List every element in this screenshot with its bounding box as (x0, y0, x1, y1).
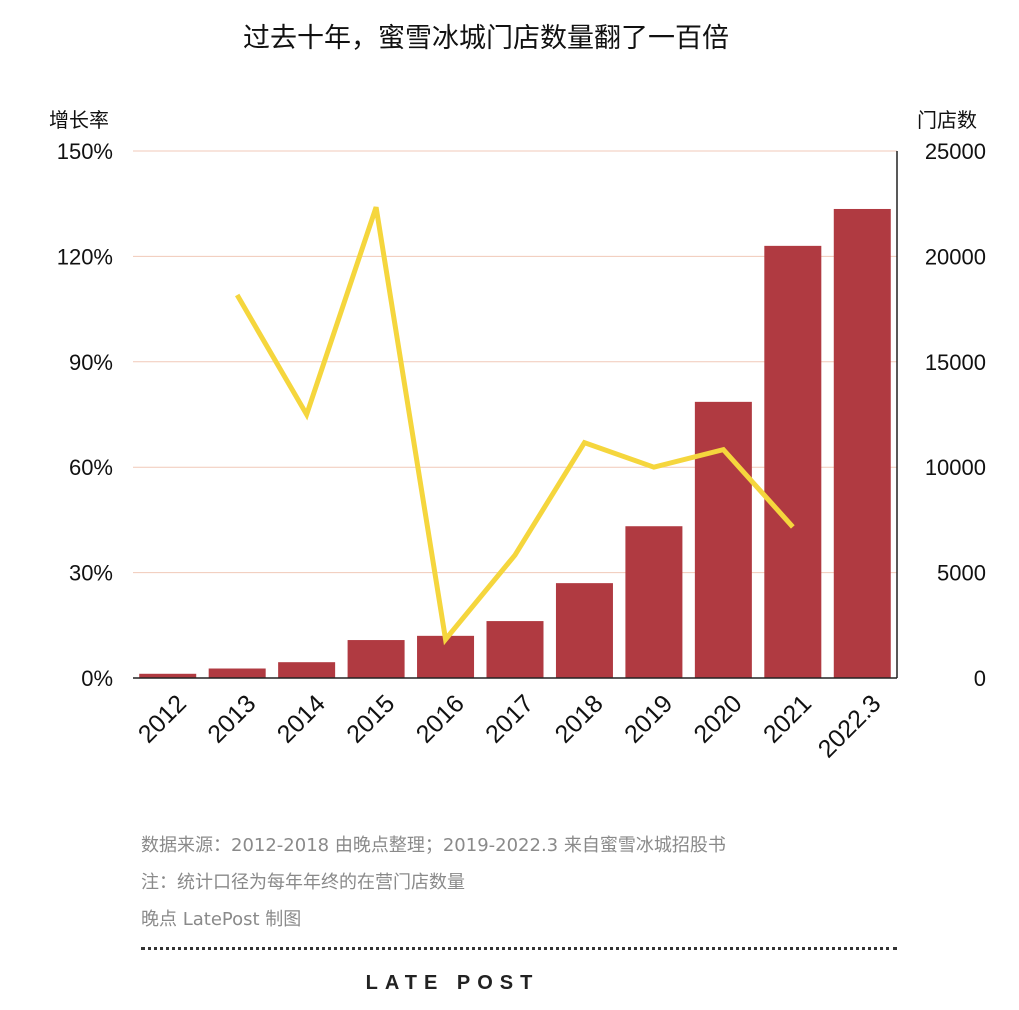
y-right-tick-label: 15000 (925, 350, 986, 375)
x-tick-label: 2015 (341, 689, 400, 748)
bar-2013 (208, 668, 266, 678)
chart-title: 过去十年，蜜雪冰城门店数量翻了一百倍 (243, 23, 729, 54)
x-tick-label: 2020 (688, 689, 747, 748)
y-right-tick-label: 10000 (925, 455, 986, 480)
bar-2018 (555, 583, 613, 678)
x-tick-label: 2013 (202, 689, 261, 748)
x-tick-label: 2022.3 (813, 689, 887, 763)
y-left-tick-label: 150% (57, 139, 113, 164)
x-tick-label: 2021 (758, 689, 817, 748)
bar-2017 (486, 621, 544, 678)
bar-2021 (764, 245, 822, 679)
y-left-tick-label: 120% (57, 244, 113, 269)
y-left-tick-label: 0% (81, 666, 113, 691)
bar-2012 (139, 673, 197, 678)
x-tick-label: 2019 (619, 689, 678, 748)
bar-series-store-count (139, 208, 891, 679)
latepost-logo: LATE POST (365, 972, 540, 994)
dotted-divider (141, 947, 897, 950)
combo-chart: 0% 0 30% 5000 60% 10000 90% 15000 120% 20000 150% 2… (57, 139, 986, 763)
bar-2014 (278, 662, 336, 678)
x-tick-label: 2014 (272, 689, 331, 748)
y-left-tick-label: 60% (69, 455, 113, 480)
y-right-tick-label: 20000 (925, 244, 986, 269)
x-tick-label: 2018 (550, 689, 609, 748)
y-right-tick-label: 5000 (937, 561, 986, 586)
y-left-tick-label: 30% (69, 561, 113, 586)
bar-2020 (694, 401, 752, 678)
source-note: 数据来源：2012-2018 由晚点整理；2019-2022.3 来自蜜雪冰城招… (141, 835, 726, 856)
axes (133, 151, 898, 679)
y-left-tick-label: 90% (69, 350, 113, 375)
y-right-tick-label: 25000 (925, 139, 986, 164)
methodology-note: 注：统计口径为每年年终的在营门店数量 (141, 872, 465, 893)
notes-block: 数据来源：2012-2018 由晚点整理；2019-2022.3 来自蜜雪冰城招… (141, 832, 726, 943)
left-axis-title: 增长率 (49, 108, 109, 132)
y-right-tick-label: 0 (974, 666, 986, 691)
right-axis-title: 门店数 (917, 108, 977, 132)
bar-2015 (347, 640, 405, 678)
bar-2019 (625, 526, 683, 678)
x-tick-label: 2017 (480, 689, 539, 748)
bar-2022.3 (833, 208, 891, 678)
x-tick-label: 2016 (411, 689, 470, 748)
credit-note: 晚点 LatePost 制图 (141, 909, 302, 930)
line-series-growth-rate (235, 206, 795, 646)
x-tick-label: 2012 (133, 689, 192, 748)
